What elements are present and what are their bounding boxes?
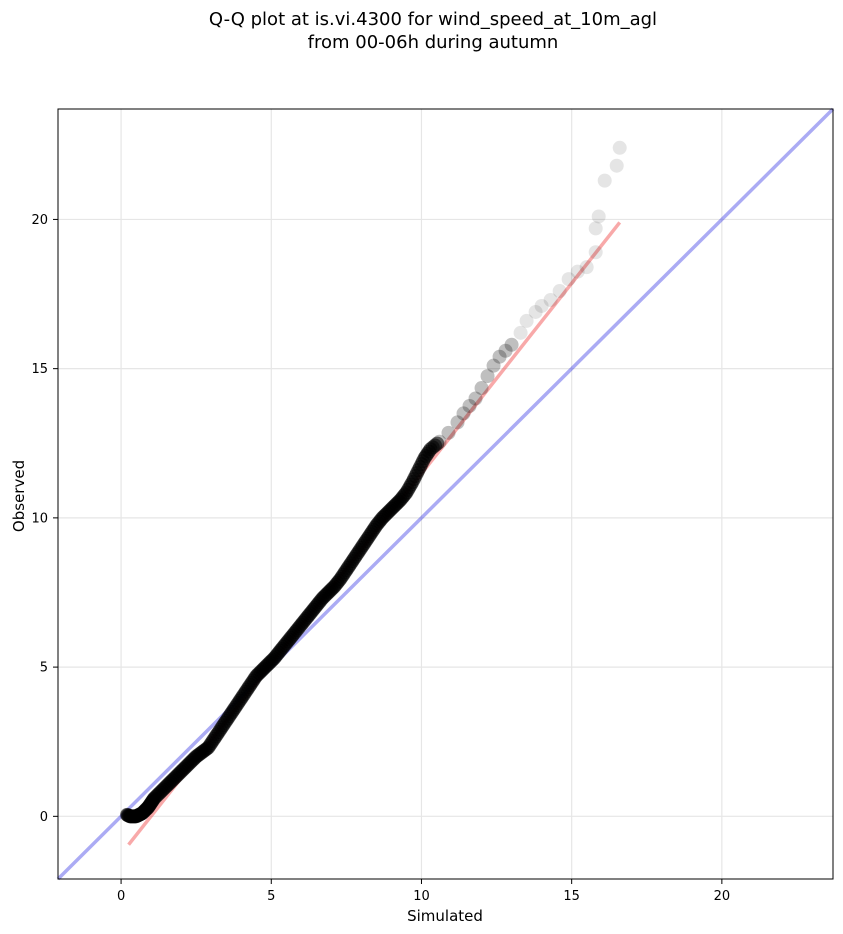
qq-point [456, 406, 471, 421]
qq-point [597, 173, 612, 188]
y-axis-label: Observed [10, 460, 28, 532]
plot-frame [57, 108, 834, 880]
qq-point [588, 221, 603, 236]
qq-point [480, 369, 495, 384]
qq-point [486, 358, 501, 373]
qq-point [612, 140, 627, 155]
reference-lines [56, 107, 835, 881]
qq-point [432, 434, 447, 449]
x-tick-label: 0 [117, 889, 125, 904]
grid [58, 109, 833, 879]
chart-title: Q-Q plot at is.vi.4300 for wind_speed_at… [209, 9, 657, 30]
x-axis-ticks: 0 5 10 15 20 [117, 879, 730, 904]
qq-point [552, 284, 567, 299]
qq-point [588, 245, 603, 260]
qq-point [570, 264, 585, 279]
qq-point [519, 313, 534, 328]
qq-point [504, 337, 519, 352]
x-tick-label: 15 [563, 889, 580, 904]
y-tick-label: 15 [31, 362, 48, 377]
x-tick-label: 20 [714, 889, 731, 904]
y-tick-label: 0 [40, 810, 48, 825]
qq-point [579, 260, 594, 275]
qq-point [468, 391, 483, 406]
qq-point [441, 425, 456, 440]
chart-subtitle: from 00-06h during autumn [308, 32, 559, 53]
identity-line [56, 107, 835, 881]
qq-point [513, 325, 528, 340]
qq-point [543, 293, 558, 308]
y-tick-label: 20 [31, 213, 48, 228]
qq-point [462, 398, 477, 413]
x-tick-label: 5 [267, 889, 275, 904]
qq-point [591, 209, 606, 224]
y-tick-label: 10 [31, 511, 48, 526]
qq-point [561, 272, 576, 287]
x-axis-label: Simulated [407, 907, 483, 925]
qq-point [534, 298, 549, 313]
qq-point [474, 381, 489, 396]
qq-point [528, 304, 543, 319]
qq-point [498, 343, 513, 358]
y-tick-label: 5 [40, 661, 48, 676]
qq-point [430, 436, 445, 451]
qq-point [450, 415, 465, 430]
y-axis-ticks: 0 5 10 15 20 [31, 213, 58, 825]
qq-point [609, 158, 624, 173]
x-tick-label: 10 [413, 889, 430, 904]
qq-point [492, 349, 507, 364]
data-points [120, 140, 627, 824]
